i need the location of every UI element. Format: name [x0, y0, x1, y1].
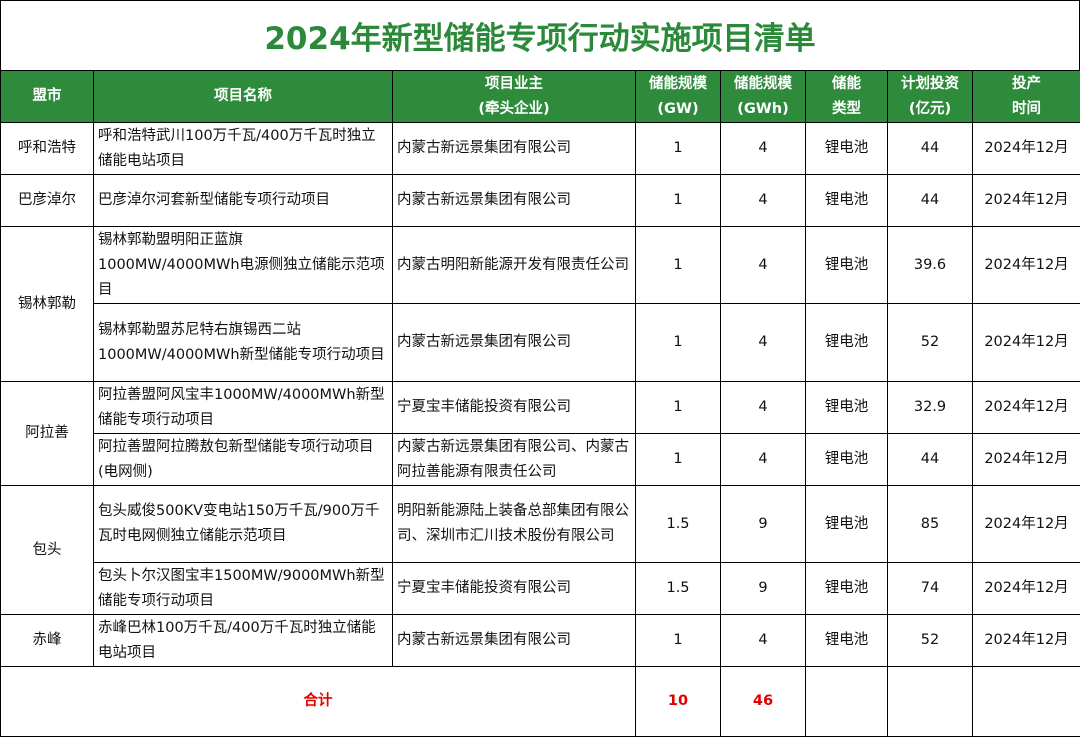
capacity-gwh: 4 [720, 122, 806, 175]
table-row: 阿拉善盟阿拉腾敖包新型储能专项行动项目(电网侧) 内蒙古新远景集团有限公司、内蒙古… [1, 433, 1080, 486]
total-gwh: 46 [720, 666, 806, 737]
planned-investment: 85 [887, 485, 973, 563]
table-row: 包头 包头威俊500KV变电站150万千瓦/900万千瓦时电网侧独立储能示范项目明… [0, 485, 1080, 615]
column-header: 盟市 [0, 70, 94, 123]
storage-type: 锂电池 [805, 122, 888, 175]
storage-type: 锂电池 [805, 303, 888, 382]
storage-type: 锂电池 [805, 226, 888, 304]
project-owner: 内蒙古新远景集团有限公司 [392, 122, 636, 175]
capacity-gwh: 9 [720, 485, 806, 563]
storage-type: 锂电池 [805, 614, 888, 667]
capacity-gw: 1 [635, 381, 721, 434]
table-row: 锡林郭勒 锡林郭勒盟明阳正蓝旗 1000MW/4000MWh电源侧独立储能示范项 目… [0, 226, 1080, 382]
city-cell: 巴彦淖尔 [0, 174, 94, 227]
column-header: 计划投资 (亿元) [887, 70, 973, 123]
project-table: 盟市 项目名称 项目业主 (牵头企业) 储能规模 (GW) 储能规模 (GWh) 储能 类型 计划投… [0, 70, 1080, 737]
empty-cell [887, 666, 973, 737]
capacity-gwh: 4 [720, 433, 806, 486]
project-name: 包头卜尔汉图宝丰1500MW/9000MWh新型储能专项行动项目 [93, 562, 393, 615]
capacity-gwh: 4 [720, 174, 806, 227]
project-name: 呼和浩特武川100万千瓦/400万千瓦时独立储能电站项目 [93, 122, 393, 175]
commissioning-date: 2024年12月 [972, 226, 1080, 304]
commissioning-date: 2024年12月 [972, 485, 1080, 563]
capacity-gw: 1.5 [635, 562, 721, 615]
table-row: 阿拉善 阿拉善盟阿风宝丰1000MW/4000MWh新型储能专项行动项目 宁夏宝丰储… [0, 381, 1080, 486]
project-name: 巴彦淖尔河套新型储能专项行动项目 [93, 174, 393, 227]
commissioning-date: 2024年12月 [972, 303, 1080, 382]
column-header: 储能规模 (GW) [635, 70, 721, 123]
capacity-gw: 1 [635, 614, 721, 667]
commissioning-date: 2024年12月 [972, 433, 1080, 486]
total-row: 合计 10 46 [0, 666, 1080, 737]
empty-cell [805, 666, 888, 737]
project-owner: 宁夏宝丰储能投资有限公司 [392, 562, 636, 615]
project-owner: 内蒙古新远景集团有限公司 [392, 174, 636, 227]
project-name: 锡林郭勒盟苏尼特右旗锡西二站 1000MW/4000MWh新型储能专项行动项目 [93, 303, 393, 382]
capacity-gw: 1 [635, 303, 721, 382]
project-owner: 内蒙古新远景集团有限公司、内蒙古阿拉善能源有限责任公司 [392, 433, 636, 486]
project-owner: 宁夏宝丰储能投资有限公司 [392, 381, 636, 434]
storage-type: 锂电池 [805, 562, 888, 615]
column-header: 投产 时间 [972, 70, 1080, 123]
table-row: 呼和浩特 呼和浩特武川100万千瓦/400万千瓦时独立储能电站项目 内蒙古新远景集团… [0, 122, 1080, 175]
planned-investment: 44 [887, 122, 973, 175]
commissioning-date: 2024年12月 [972, 614, 1080, 667]
commissioning-date: 2024年12月 [972, 122, 1080, 175]
project-owner: 内蒙古明阳新能源开发有限责任公司 [392, 226, 636, 304]
planned-investment: 52 [887, 303, 973, 382]
storage-type: 锂电池 [805, 381, 888, 434]
city-cell: 呼和浩特 [0, 122, 94, 175]
table-row: 锡林郭勒盟苏尼特右旗锡西二站 1000MW/4000MWh新型储能专项行动项目 内蒙… [1, 303, 1080, 382]
capacity-gwh: 4 [720, 226, 806, 304]
commissioning-date: 2024年12月 [972, 562, 1080, 615]
capacity-gw: 1 [635, 433, 721, 486]
commissioning-date: 2024年12月 [972, 174, 1080, 227]
table-row: 赤峰 赤峰巴林100万千瓦/400万千瓦时独立储能电站项目 内蒙古新远景集团有限公司… [0, 614, 1080, 667]
total-label: 合计 [0, 666, 636, 737]
table-row: 巴彦淖尔 巴彦淖尔河套新型储能专项行动项目 内蒙古新远景集团有限公司 1 4 锂电池 44 2… [0, 174, 1080, 227]
table-row: 包头卜尔汉图宝丰1500MW/9000MWh新型储能专项行动项目 宁夏宝丰储能投资… [1, 562, 1080, 615]
planned-investment: 74 [887, 562, 973, 615]
planned-investment: 32.9 [887, 381, 973, 434]
city-cell: 包头 [0, 485, 94, 615]
project-owner: 内蒙古新远景集团有限公司 [392, 614, 636, 667]
empty-cell [972, 666, 1080, 737]
column-header: 储能规模 (GWh) [720, 70, 806, 123]
city-cell: 锡林郭勒 [0, 226, 94, 382]
project-owner: 内蒙古新远景集团有限公司 [392, 303, 636, 382]
city-cell: 赤峰 [0, 614, 94, 667]
total-gw: 10 [635, 666, 721, 737]
project-name: 包头威俊500KV变电站150万千瓦/900万千瓦时电网侧独立储能示范项目 [93, 485, 393, 563]
project-name: 阿拉善盟阿拉腾敖包新型储能专项行动项目(电网侧) [93, 433, 393, 486]
planned-investment: 39.6 [887, 226, 973, 304]
project-owner: 明阳新能源陆上装备总部集团有限公司、深圳市汇川技术股份有限公司 [392, 485, 636, 563]
planned-investment: 52 [887, 614, 973, 667]
capacity-gw: 1 [635, 122, 721, 175]
column-header: 项目名称 [93, 70, 393, 123]
city-cell: 阿拉善 [0, 381, 94, 486]
storage-type: 锂电池 [805, 433, 888, 486]
planned-investment: 44 [887, 433, 973, 486]
storage-type: 锂电池 [805, 174, 888, 227]
planned-investment: 44 [887, 174, 973, 227]
capacity-gwh: 4 [720, 614, 806, 667]
capacity-gw: 1.5 [635, 485, 721, 563]
capacity-gwh: 9 [720, 562, 806, 615]
page-title: 2024年新型储能专项行动实施项目清单 [0, 0, 1080, 70]
project-name: 赤峰巴林100万千瓦/400万千瓦时独立储能电站项目 [93, 614, 393, 667]
header-row: 盟市 项目名称 项目业主 (牵头企业) 储能规模 (GW) 储能规模 (GWh) 储能 类型 计划投… [0, 70, 1080, 123]
column-header: 储能 类型 [805, 70, 888, 123]
capacity-gwh: 4 [720, 381, 806, 434]
capacity-gw: 1 [635, 226, 721, 304]
capacity-gw: 1 [635, 174, 721, 227]
project-name: 锡林郭勒盟明阳正蓝旗 1000MW/4000MWh电源侧独立储能示范项 目 [93, 226, 393, 304]
column-header: 项目业主 (牵头企业) [392, 70, 636, 123]
commissioning-date: 2024年12月 [972, 381, 1080, 434]
capacity-gwh: 4 [720, 303, 806, 382]
storage-type: 锂电池 [805, 485, 888, 563]
project-name: 阿拉善盟阿风宝丰1000MW/4000MWh新型储能专项行动项目 [93, 381, 393, 434]
